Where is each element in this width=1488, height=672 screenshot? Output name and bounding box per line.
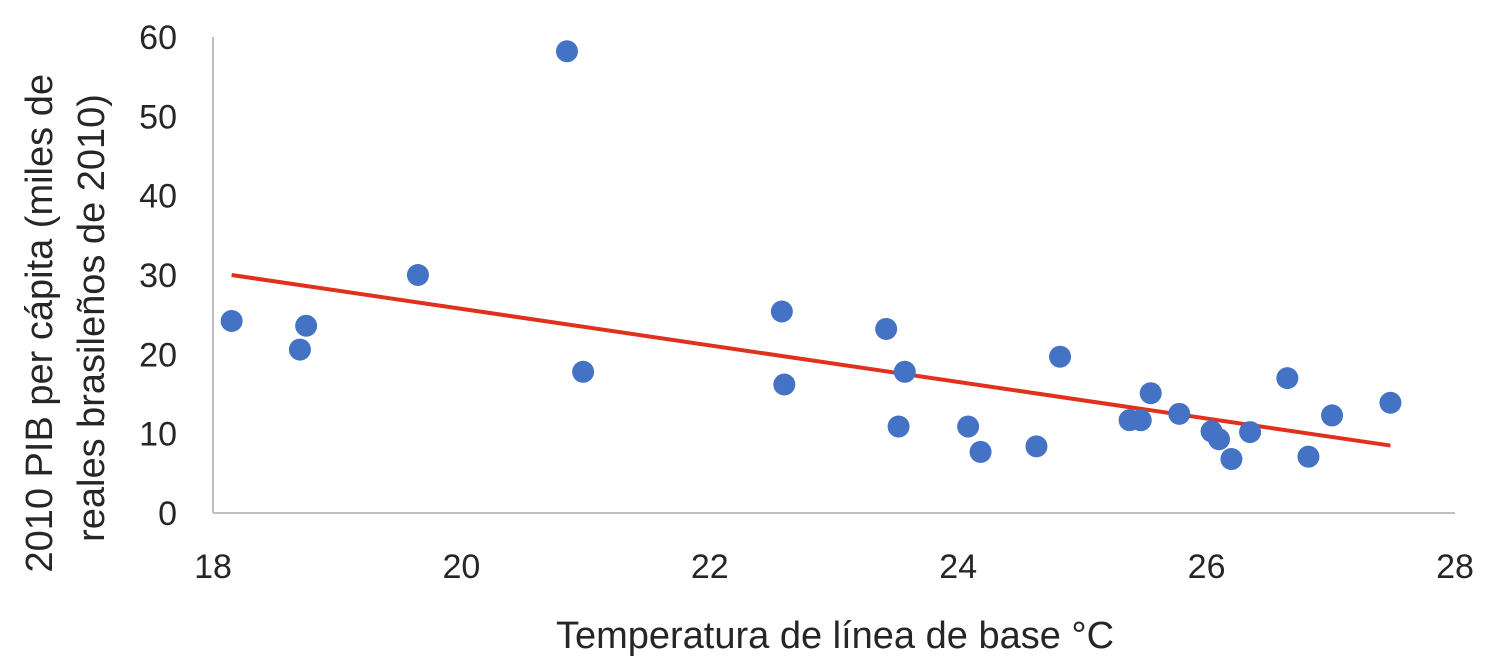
data-point: [887, 415, 910, 438]
data-point: [969, 440, 992, 463]
data-point: [1276, 367, 1299, 390]
x-tick-label: 22: [691, 548, 729, 586]
y-tick-label: 10: [139, 416, 177, 454]
tick-labels: 0 10 20 30 40 50 60 18 20 22 24 26 28: [139, 19, 1474, 586]
data-point: [1321, 404, 1344, 427]
y-tick-label: 0: [158, 495, 177, 533]
data-point: [770, 300, 793, 323]
y-tick-label: 60: [139, 19, 177, 57]
data-point: [288, 338, 311, 361]
data-point: [1379, 391, 1402, 414]
data-point: [1208, 428, 1231, 451]
data-point: [220, 310, 243, 333]
data-point: [957, 415, 980, 438]
y-tick-label: 20: [139, 336, 177, 374]
x-tick-label: 20: [442, 548, 480, 586]
data-point: [1049, 345, 1072, 368]
x-tick-label: 28: [1436, 548, 1474, 586]
data-point: [1297, 445, 1320, 468]
data-point: [295, 314, 318, 337]
axes: [212, 37, 1455, 514]
y-tick-label: 30: [139, 257, 177, 295]
data-point: [555, 40, 578, 63]
y-axis-title-line-2: reales brasileños de 2010): [71, 94, 113, 542]
data-point: [1239, 421, 1262, 444]
y-axis-title: 2010 PIB per cápita (miles de reales bra…: [19, 63, 113, 572]
trendline: [231, 273, 1391, 448]
data-point: [1025, 435, 1048, 458]
data-point: [1139, 382, 1162, 405]
y-tick-label: 50: [139, 98, 177, 136]
data-point: [893, 360, 916, 383]
x-tick-label: 18: [194, 548, 232, 586]
data-points: [220, 40, 1402, 471]
data-point: [1168, 402, 1191, 425]
data-point: [572, 360, 595, 383]
data-point: [875, 317, 898, 340]
data-point: [1129, 409, 1152, 432]
data-point: [773, 373, 796, 396]
x-tick-label: 26: [1188, 548, 1226, 586]
y-axis-title-line-1: 2010 PIB per cápita (miles de: [19, 74, 61, 573]
trendline-group: [231, 273, 1391, 448]
y-tick-label: 40: [139, 178, 177, 216]
data-point: [406, 264, 429, 286]
data-point: [1220, 448, 1243, 471]
x-axis-title: Temperatura de línea de base °C: [556, 615, 1114, 657]
x-tick-label: 24: [939, 548, 977, 586]
